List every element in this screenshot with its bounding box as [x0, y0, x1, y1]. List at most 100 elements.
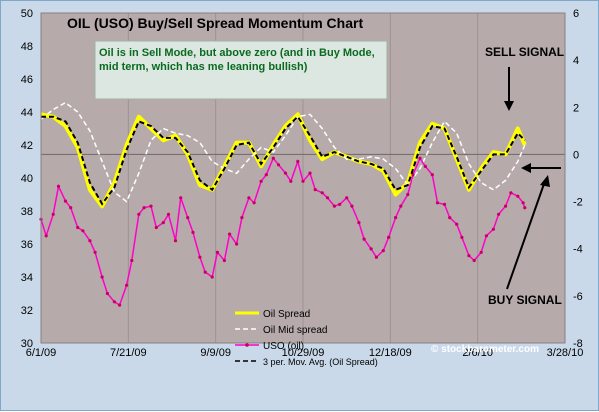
uso-data-point [435, 201, 440, 205]
uso-data-point [369, 247, 373, 251]
buy-signal-arrow [506, 180, 546, 290]
legend-label: 3 per. Mov. Avg. (Oil Spread) [263, 357, 378, 367]
zero-arrowhead [521, 163, 531, 173]
y-right-tick-label: 2 [573, 102, 579, 114]
y-left-tick-label: 44 [21, 107, 33, 119]
uso-data-point [76, 225, 80, 230]
y-left-tick-label: 32 [21, 305, 33, 317]
y-left-tick-label: 30 [21, 338, 33, 350]
uso-data-point [125, 283, 129, 287]
uso-data-point [521, 201, 525, 205]
plot-border [40, 12, 566, 344]
uso-data-point [289, 179, 293, 183]
legend-label: USO (oil) [263, 341, 304, 352]
uso-data-point [56, 184, 61, 188]
annotation-line-1: Oil is in Sell Mode, but above zero (and… [99, 47, 375, 59]
buy-signal-arrowhead [540, 175, 550, 187]
legend-label: Oil Mid spread [263, 325, 327, 336]
uso-data-point [345, 196, 349, 200]
uso-data-point [100, 275, 104, 279]
uso-data-point [308, 171, 312, 175]
y-right-tick-label: -2 [573, 197, 583, 209]
uso-data-point [497, 212, 501, 216]
uso-data-point [509, 191, 513, 195]
x-tick-label: 6/1/09 [26, 347, 57, 359]
annotation-box [94, 40, 388, 100]
uso-data-point [271, 156, 275, 160]
uso-data-point [93, 250, 97, 254]
uso-data-point [313, 188, 317, 192]
uso-data-point [325, 196, 330, 200]
annotation-line-2: mid term, which has me leaning bullish) [99, 61, 308, 73]
uso-data-point [296, 159, 300, 164]
y-left-tick-label: 46 [21, 74, 33, 86]
uso-data-point [320, 191, 324, 195]
buy-signal-label: BUY SIGNAL [488, 293, 562, 307]
y-left-tick-label: 50 [21, 8, 33, 20]
uso-data-point [259, 179, 263, 183]
uso-data-point [210, 275, 214, 279]
y-left-tick-label: 48 [21, 41, 33, 53]
uso-data-point [523, 206, 527, 210]
uso-data-point [154, 225, 158, 230]
x-tick-label: 10/29/09 [282, 347, 325, 359]
uso-data-point [448, 216, 452, 220]
uso-data-point [118, 303, 122, 307]
uso-data-point [191, 230, 195, 234]
uso-data-point [149, 204, 153, 208]
y-left-tick-label: 40 [21, 173, 33, 185]
uso-data-point [203, 270, 207, 274]
uso-data-point [338, 202, 342, 206]
credit-text: © stockbarometer.com [431, 344, 539, 355]
x-tick-label: 9/9/09 [200, 347, 231, 359]
y-left-tick-label: 42 [21, 140, 33, 152]
uso-data-point [472, 258, 476, 263]
chart-title: OIL (USO) Buy/Sell Spread Momentum Chart [67, 15, 363, 31]
uso-data-point [247, 196, 251, 200]
uso-data-point [491, 227, 495, 231]
y-right-tick-label: -8 [573, 338, 583, 350]
uso-data-point [198, 255, 202, 259]
uso-data-point [63, 199, 68, 203]
series-layer [39, 101, 527, 307]
x-tick-label: 3/28/10 [547, 347, 584, 359]
uso-data-point [455, 222, 459, 226]
uso-data-point [222, 258, 226, 263]
uso-data-point [130, 258, 134, 263]
uso-data-point [357, 221, 361, 225]
uso-data-point [88, 239, 92, 243]
uso-data-point [362, 237, 366, 241]
uso-data-point [350, 204, 354, 208]
y-right-tick-label: -6 [573, 291, 583, 303]
uso-data-point [332, 204, 336, 208]
uso-data-point [81, 229, 85, 233]
x-tick-label: 7/21/09 [110, 347, 147, 359]
uso-data-point [479, 250, 483, 254]
uso-data-point [142, 206, 146, 210]
y-right-tick-label: 6 [573, 8, 579, 20]
uso-data-point [215, 250, 219, 254]
uso-data-point [51, 212, 55, 216]
legend-label: Oil Spread [263, 309, 310, 320]
series-moving-average [41, 115, 526, 206]
uso-data-point [240, 216, 244, 220]
y-right-tick-label: 4 [573, 55, 579, 67]
uso-data-point [374, 255, 378, 259]
sell-signal-label: SELL SIGNAL [485, 45, 564, 59]
uso-data-point [283, 171, 288, 175]
sell-signal-arrowhead [504, 101, 514, 111]
y-left-tick-label: 36 [21, 239, 33, 251]
uso-data-point [166, 212, 171, 216]
legend: Oil Spread Oil Mid spread USO (oil) 3 per. … [235, 309, 378, 367]
uso-data-point [430, 173, 434, 177]
series-line-mid-spread [40, 101, 526, 203]
uso-data-point [235, 242, 239, 246]
x-tick-label: 2/6/10 [462, 347, 493, 359]
uso-data-point [399, 204, 403, 208]
y-left-tick-label: 38 [21, 206, 33, 218]
series-line-moving-average [41, 115, 526, 206]
uso-data-point [276, 163, 281, 167]
uso-data-point [301, 179, 305, 183]
series-mid-spread [40, 101, 526, 203]
